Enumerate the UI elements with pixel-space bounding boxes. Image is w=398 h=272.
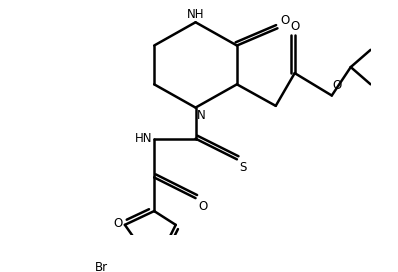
Text: N: N [197, 109, 206, 122]
Text: O: O [113, 217, 122, 230]
Text: NH: NH [187, 8, 204, 20]
Text: Br: Br [94, 261, 107, 272]
Text: O: O [280, 14, 289, 27]
Text: S: S [240, 161, 247, 174]
Text: O: O [290, 20, 299, 33]
Text: O: O [333, 79, 342, 92]
Text: HN: HN [135, 132, 152, 145]
Text: O: O [198, 200, 207, 213]
